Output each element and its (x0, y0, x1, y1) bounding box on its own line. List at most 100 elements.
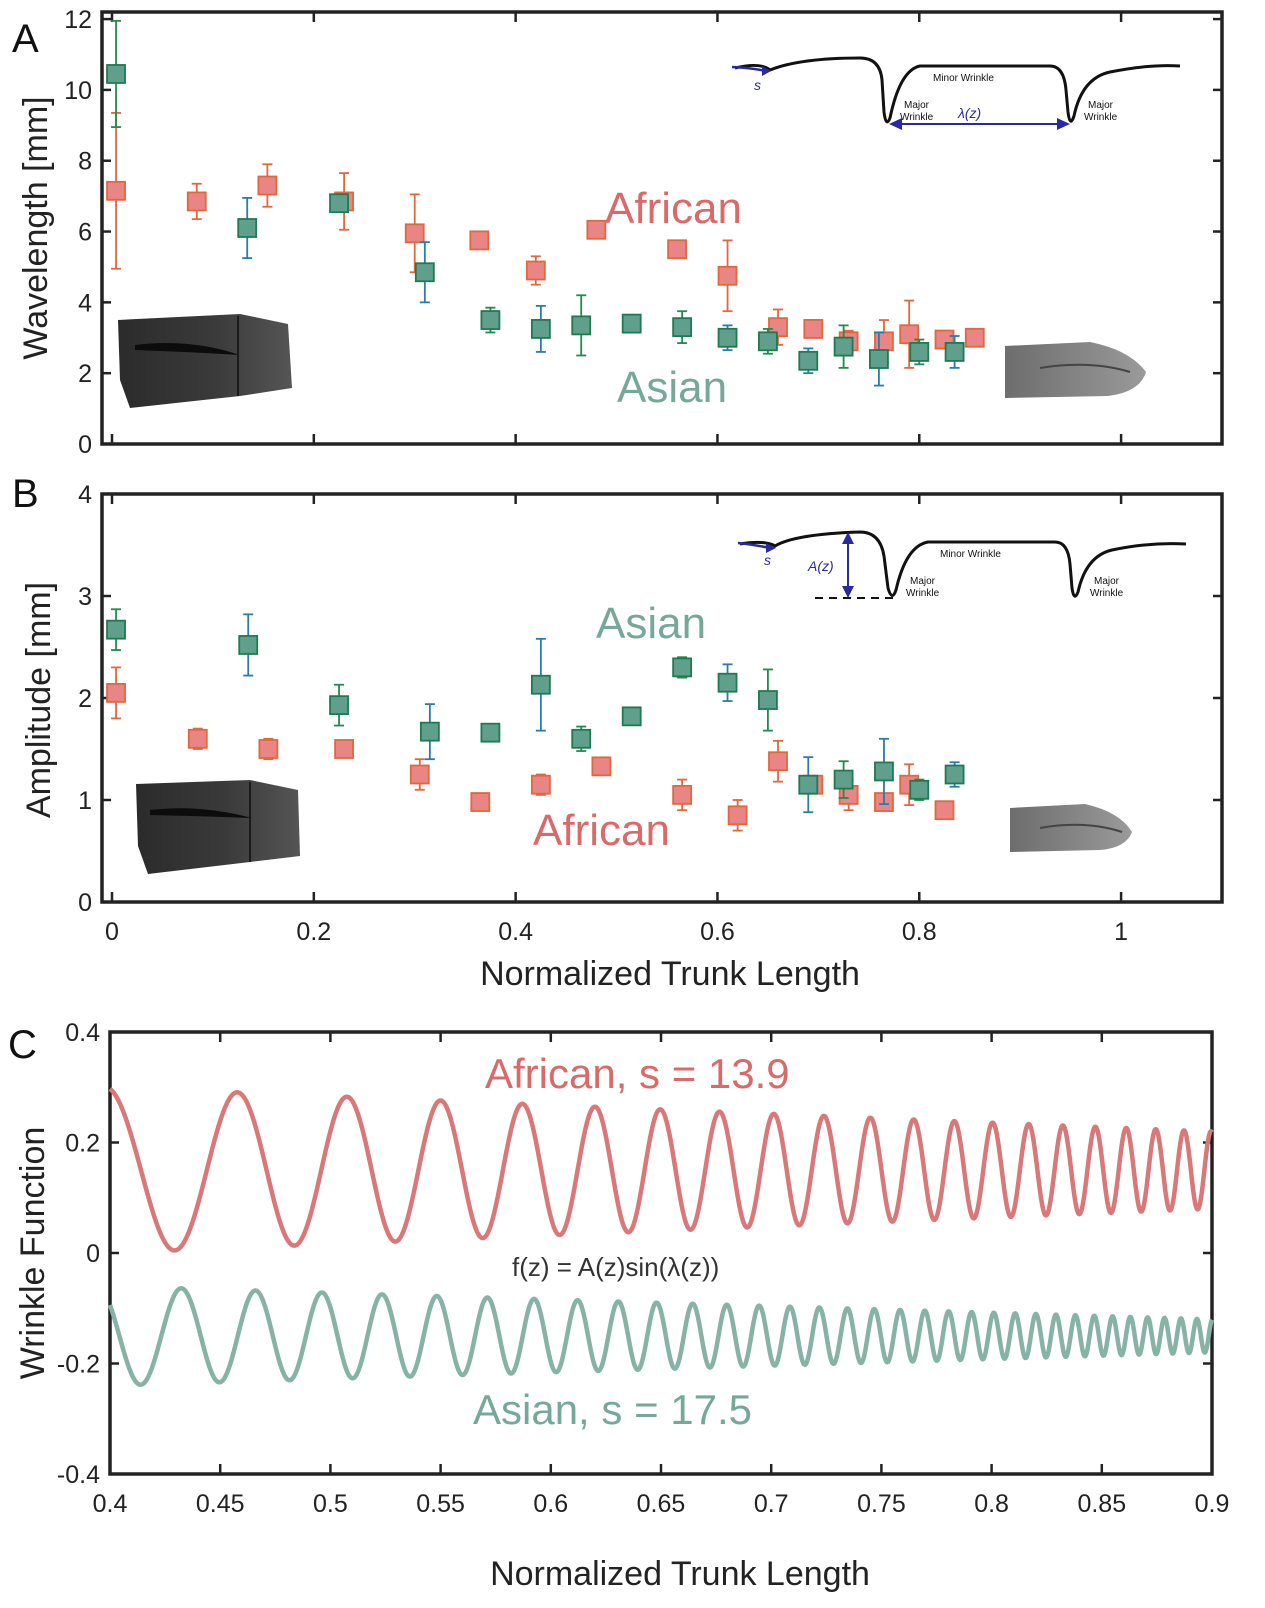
x-axis-ticks-b: 0 0.2 0.4 0.6 0.8 1 (105, 494, 1128, 946)
x-tick-label: 0.4 (498, 918, 533, 946)
y-tick-label: 2 (78, 360, 92, 388)
x-tick-label: 0.5 (313, 1490, 348, 1518)
panel-letter-c: C (8, 1023, 37, 1067)
asian-point (672, 317, 693, 338)
asian-point (758, 690, 778, 710)
african-point (530, 774, 551, 795)
african-point (964, 327, 985, 348)
asian-point (798, 774, 819, 795)
asian-point (717, 672, 738, 693)
minor-wrinkle-label-a: Minor Wrinkle (933, 73, 994, 84)
african-point (667, 239, 687, 260)
x-tick-label: 0.6 (700, 918, 735, 946)
x-axis-ticks-a (110, 12, 1123, 444)
x-tick-label: 0.9 (1195, 1490, 1230, 1518)
x-tick-label: 1 (1114, 918, 1128, 946)
data-marks-b (106, 608, 965, 832)
series-label-african-c: African, s = 13.9 (485, 1050, 790, 1097)
african-point (409, 764, 430, 785)
y-tick-label: 6 (78, 219, 92, 247)
series-label-asian-c: Asian, s = 17.5 (473, 1386, 752, 1433)
african-point (187, 728, 208, 749)
asian-point (758, 331, 778, 352)
african-point (334, 739, 354, 759)
asian-point (717, 327, 738, 348)
y-tick-label: 3 (78, 583, 92, 611)
minor-wrinkle-label-b: Minor Wrinkle (940, 549, 1001, 560)
trunk-photo-distal-b (1010, 804, 1132, 852)
y-axis-ticks-b: 0 1 2 3 4 (78, 481, 1222, 917)
x-tick-label: 0 (105, 918, 119, 946)
y-tick-label: 12 (64, 6, 92, 34)
asian-point (329, 695, 349, 716)
asian-point (419, 721, 440, 742)
y-tick-label: 0.2 (65, 1130, 100, 1158)
african-point (727, 805, 748, 826)
african-point (899, 324, 920, 345)
x-tick-label: 0.65 (637, 1490, 686, 1518)
african-point (106, 683, 126, 703)
asian-point (621, 313, 642, 334)
asian-point (909, 779, 930, 800)
x-tick-label: 0.85 (1077, 1490, 1126, 1518)
y-axis-title-a: Wavelength [mm] (17, 96, 55, 359)
african-point (591, 756, 612, 777)
y-tick-label: -0.2 (57, 1351, 100, 1379)
african-point (258, 739, 279, 759)
african-point (257, 175, 278, 196)
major-wrinkle-label-b2: Major (1094, 576, 1120, 587)
y-axis-ticks-c: -0.4 -0.2 0 0.2 0.4 (57, 1019, 1212, 1489)
y-tick-label: 10 (64, 77, 92, 105)
lambda-label: λ(z) (957, 105, 981, 121)
x-tick-label: 0.75 (857, 1490, 906, 1518)
x-axis-title-c: Normalized Trunk Length (490, 1555, 870, 1593)
trunk-photo-proximal-a (118, 314, 292, 408)
wavelength-schematic: s Minor Wrinkle Major Wrinkle Major Wrin… (731, 56, 1181, 130)
asian-point (237, 218, 258, 238)
asian-point (944, 342, 965, 362)
major-wrinkle-label-a1: Major (904, 100, 930, 111)
y-axis-title-b: Amplitude [mm] (20, 582, 58, 818)
panel-letter-b: B (12, 472, 39, 516)
x-axis-ticks-c: 0.4 0.45 0.5 0.55 0.6 0.65 0.7 0.75 0.8 0.85 0.9 (93, 1032, 1230, 1518)
asian-point (414, 262, 435, 283)
asian-point (798, 350, 819, 371)
african-point (525, 260, 546, 281)
y-axis-ticks-a: 0 2 4 6 8 10 12 (64, 6, 1222, 459)
y-tick-label: 1 (78, 787, 92, 815)
panel-a: A 0 2 4 6 8 10 12 Wavelength [mm] s Minor Wrin… (12, 6, 1224, 459)
s-label-a: s (754, 77, 761, 93)
african-point (106, 180, 126, 201)
panel-b: B 0 1 2 3 4 0 0.2 0.4 0.6 0.8 1 Amplitude [mm] No… (12, 472, 1224, 993)
asian-point (909, 342, 930, 362)
major-wrinkle-label-b1b: Wrinkle (906, 588, 940, 599)
african-point (186, 191, 207, 212)
african-point (768, 751, 788, 772)
wrinkle-lines (107, 1087, 1215, 1387)
asian-point (530, 319, 551, 339)
major-wrinkle-label-a2b: Wrinkle (1084, 112, 1118, 123)
x-tick-label: 0.7 (754, 1490, 789, 1518)
asian-point (874, 761, 894, 782)
series-label-african-a: African (605, 184, 742, 233)
x-axis-title-b: Normalized Trunk Length (480, 955, 860, 993)
asian-point (571, 315, 592, 336)
x-tick-label: 0.6 (533, 1490, 568, 1518)
x-tick-label: 0.2 (296, 918, 331, 946)
asian-point (672, 657, 693, 678)
y-tick-label: -0.4 (57, 1461, 100, 1489)
x-tick-label: 0.8 (902, 918, 937, 946)
major-wrinkle-label-b1: Major (910, 576, 936, 587)
asian-point (480, 310, 501, 330)
asian-point (530, 674, 551, 695)
asian-point (106, 64, 126, 84)
major-wrinkle-label-b2b: Wrinkle (1090, 588, 1124, 599)
y-tick-label: 0 (78, 889, 92, 917)
trunk-photo-distal-a (1005, 342, 1146, 398)
y-tick-label: 8 (78, 148, 92, 176)
african-point (874, 331, 894, 352)
y-axis-title-c: Wrinkle Function (14, 1127, 52, 1380)
y-tick-label: 4 (78, 289, 92, 317)
amplitude-label: A(z) (807, 558, 834, 574)
